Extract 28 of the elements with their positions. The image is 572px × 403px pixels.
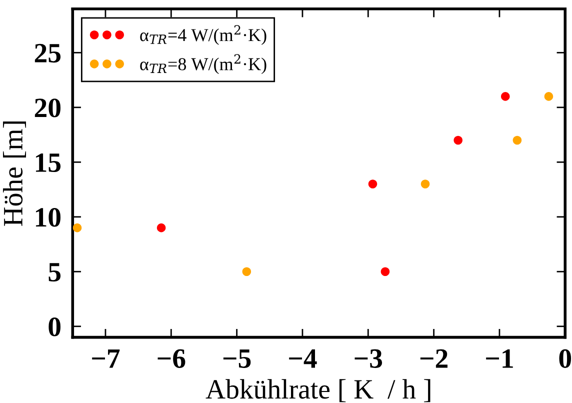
y-tick-label: 10 <box>36 208 60 227</box>
point <box>420 180 430 188</box>
y-tick-label: 15 <box>36 153 61 172</box>
y-tick-label: 20 <box>34 98 60 118</box>
y-tick-label: 25 <box>34 44 61 63</box>
point <box>380 267 390 276</box>
point <box>512 136 522 145</box>
x-axis-title: Abkühlrate [ K / h ] <box>206 379 430 402</box>
point <box>454 136 462 145</box>
point <box>368 180 378 188</box>
point <box>72 223 82 232</box>
point <box>500 92 510 101</box>
x-tick-label: 0 <box>559 349 572 368</box>
y-axis-title: Höhe [m] <box>3 122 26 226</box>
legend-label: α$_{TR}$=4 W/(m$^{2}$·K) <box>140 25 266 45</box>
y-tick-label: 0 <box>48 318 60 336</box>
point <box>544 92 554 101</box>
y-tick-label: 5 <box>48 263 61 282</box>
x-tick-label: −5 <box>223 350 251 368</box>
x-tick-label: −1 <box>486 349 513 368</box>
x-tick-label: −7 <box>92 350 120 368</box>
legend-label: α$_{TR}$=8 W/(m$^{2}$·K) <box>140 54 266 74</box>
point <box>156 223 166 232</box>
x-tick-label: −2 <box>420 349 448 368</box>
point <box>242 267 252 276</box>
x-tick-label: −6 <box>158 349 186 368</box>
x-tick-label: −3 <box>354 349 382 368</box>
x-tick-label: −4 <box>289 349 317 368</box>
